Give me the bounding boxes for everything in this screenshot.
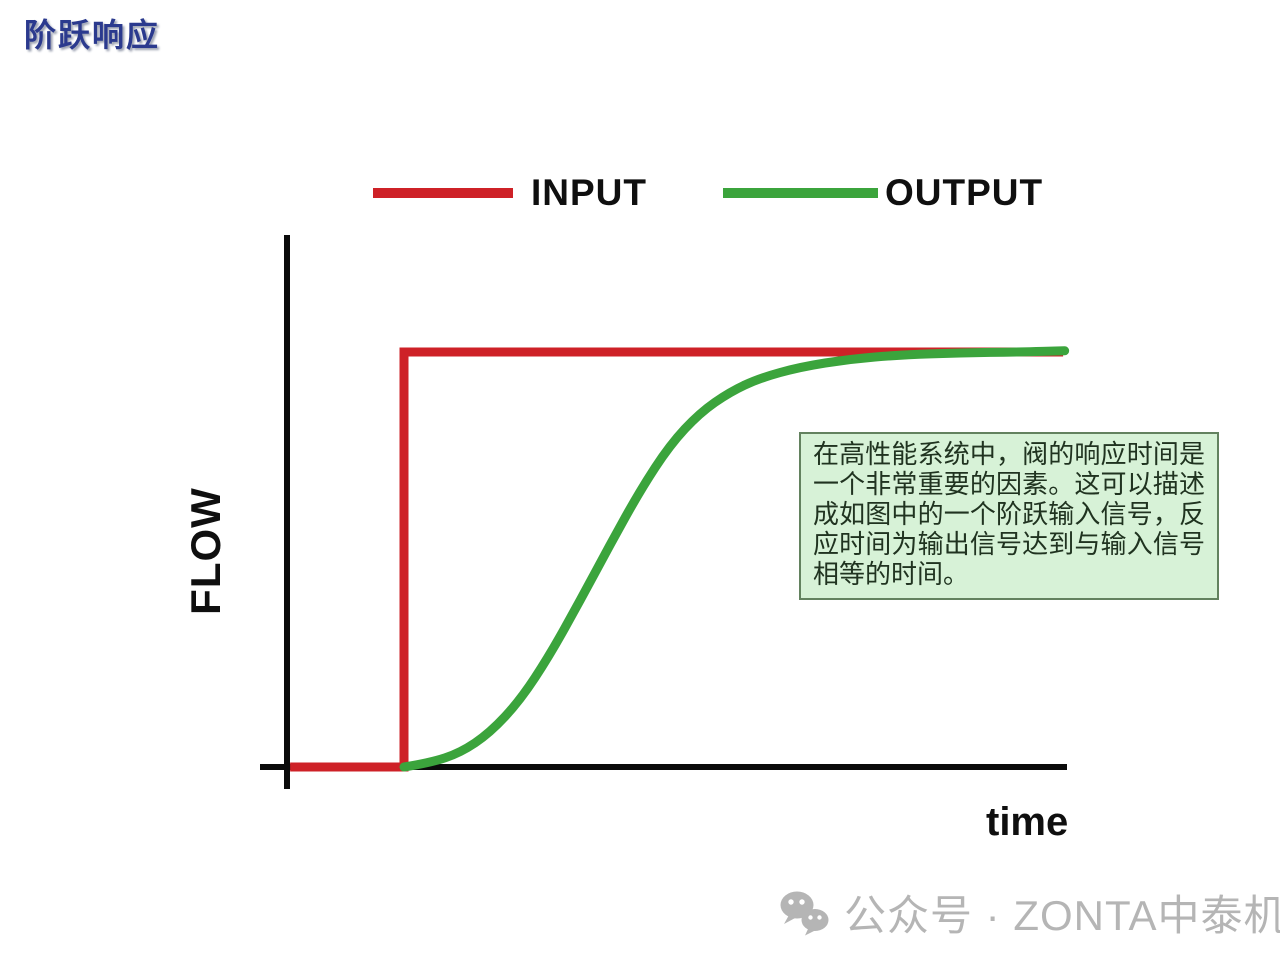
flow-axis-label: FLOW (182, 487, 229, 615)
annotation-text: 在高性能系统中，阀的响应时间是一个非常重要的因素。这可以描述成如图中的一个阶跃输… (813, 440, 1205, 589)
legend-output-label: OUTPUT (885, 172, 1044, 213)
output-line-swatch (723, 188, 878, 198)
legend-item-output: OUTPUT (723, 170, 1043, 216)
page-title: 阶跃响应 (24, 17, 161, 53)
annotation-box: 在高性能系统中，阀的响应时间是一个非常重要的因素。这可以描述成如图中的一个阶跃输… (799, 432, 1219, 600)
legend-item-input: INPUT (373, 170, 647, 216)
legend-input-label: INPUT (531, 172, 647, 213)
wechat-icon (780, 891, 829, 935)
watermark: 公众号 · ZONTA中泰机电 (779, 882, 1280, 943)
time-axis-label: time (986, 800, 1069, 844)
watermark-text: 公众号 · ZONTA中泰机电 (844, 892, 1280, 939)
input-line-swatch (373, 188, 513, 198)
